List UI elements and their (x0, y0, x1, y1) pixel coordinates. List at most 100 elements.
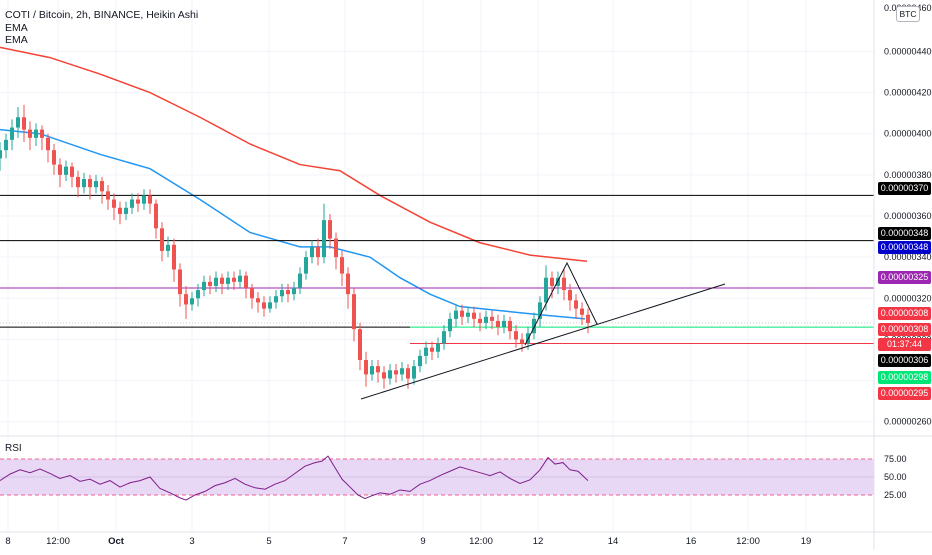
candle-body (22, 117, 26, 130)
candle-body (310, 246, 314, 258)
trend-drawings (360, 261, 726, 400)
candle-body (292, 288, 296, 295)
candle-body (466, 312, 470, 317)
candle-body (514, 331, 518, 340)
candle-body (496, 320, 500, 328)
candle-body (118, 207, 122, 214)
candle-body (298, 273, 302, 288)
candle-body (202, 281, 206, 291)
time-tick-label: 8 (5, 536, 10, 547)
candle-body (424, 347, 428, 356)
candle-body (220, 277, 224, 284)
price-label: 0.00000370 (878, 182, 931, 195)
candle-body (148, 195, 152, 204)
candle-body (172, 244, 176, 270)
candle-body (166, 244, 170, 251)
candle-body (100, 181, 104, 192)
price-label: 0.00000295 (878, 387, 931, 400)
time-tick-label: 5 (266, 536, 271, 547)
candle-body (520, 339, 524, 344)
price-label: 0.00000298 (878, 371, 931, 384)
candle-body (448, 318, 452, 332)
bar-countdown: 01:37:44 (878, 338, 931, 351)
candle-body (436, 343, 440, 352)
candle-body (544, 277, 548, 303)
price-label: 0.00000306 (878, 354, 931, 367)
ema-slow-line (0, 46, 588, 263)
price-tick-label: 0.00000320 (884, 293, 932, 303)
candle-body (232, 277, 236, 282)
candle-body (382, 372, 386, 379)
candle-body (154, 203, 158, 229)
candle-body (112, 199, 116, 208)
candle-body (454, 310, 458, 319)
candle-body (412, 366, 416, 379)
ema-legend-2[interactable]: EMA (5, 34, 28, 46)
time-tick-label: 12:00 (46, 536, 70, 547)
candle-body (400, 368, 404, 375)
chart-legend: COTI / Bitcoin, 2h, BINANCE, Heikin Ashi… (5, 9, 198, 47)
candle-body (484, 316, 488, 323)
time-tick-label: 12:00 (736, 536, 760, 547)
candle-body (274, 296, 278, 303)
candle-body (442, 331, 446, 344)
candle-body (280, 290, 284, 297)
candle-body (532, 318, 536, 334)
candle-body (226, 277, 230, 284)
price-label: 0.00000348 (878, 227, 931, 240)
price-tick-label: 0.00000400 (884, 129, 932, 139)
candle-body (568, 290, 572, 301)
candle-body (88, 178, 92, 188)
candle-body (190, 298, 194, 305)
candle-body (250, 288, 254, 299)
time-axis[interactable]: 8 12:00 Oct 3 5 7 9 12:00 12 14 16 12:00 19 (5, 536, 811, 547)
rsi-tick-label: 25.00 (884, 490, 907, 500)
price-label: 0.00000308 (878, 307, 931, 320)
trendline-support (360, 283, 726, 400)
rsi-pane: 75.00 50.00 25.00 (0, 454, 907, 501)
candle-body (64, 166, 68, 175)
candle-body (328, 220, 332, 239)
candle-body (490, 316, 494, 321)
candle-body (508, 320, 512, 332)
rsi-tick-label: 50.00 (884, 472, 907, 482)
time-tick-label: 19 (801, 536, 812, 547)
candle-body (208, 281, 212, 286)
candle-body (28, 129, 32, 138)
candle-body (160, 228, 164, 251)
price-tick-label: 0.00000380 (884, 170, 932, 180)
candle-body (94, 181, 98, 188)
candle-body (562, 277, 566, 291)
candle-body (322, 220, 326, 258)
symbol-title[interactable]: COTI / Bitcoin, 2h, BINANCE, Heikin Ashi (5, 9, 199, 21)
time-tick-label: 9 (420, 536, 425, 547)
price-tick-label: 0.00000260 (884, 417, 932, 427)
rsi-legend[interactable]: RSI (5, 443, 22, 454)
candle-body (184, 294, 188, 305)
candle-body (4, 139, 8, 151)
candle-body (556, 277, 560, 286)
candle-body (214, 277, 218, 286)
time-tick-label: 12 (533, 536, 544, 547)
candle-body (10, 127, 14, 140)
rsi-tick-label: 75.00 (884, 454, 907, 464)
candle-body (76, 176, 80, 188)
candle-body (370, 366, 374, 375)
time-tick-label: 14 (608, 536, 619, 547)
candle-body (358, 329, 362, 360)
ema-legend-1[interactable]: EMA (5, 21, 28, 34)
rsi-line (0, 455, 589, 501)
price-tick-label: 0.00000360 (884, 211, 932, 221)
time-tick-label: 16 (686, 536, 697, 547)
candle-body (268, 302, 272, 309)
candle-body (82, 178, 86, 188)
candle-body (70, 166, 74, 177)
candle-body (586, 314, 590, 323)
candle-body (124, 207, 128, 214)
currency-button[interactable]: BTC (896, 6, 920, 22)
candle-body (340, 257, 344, 274)
candle-body (376, 366, 380, 373)
candle-body (418, 355, 422, 367)
